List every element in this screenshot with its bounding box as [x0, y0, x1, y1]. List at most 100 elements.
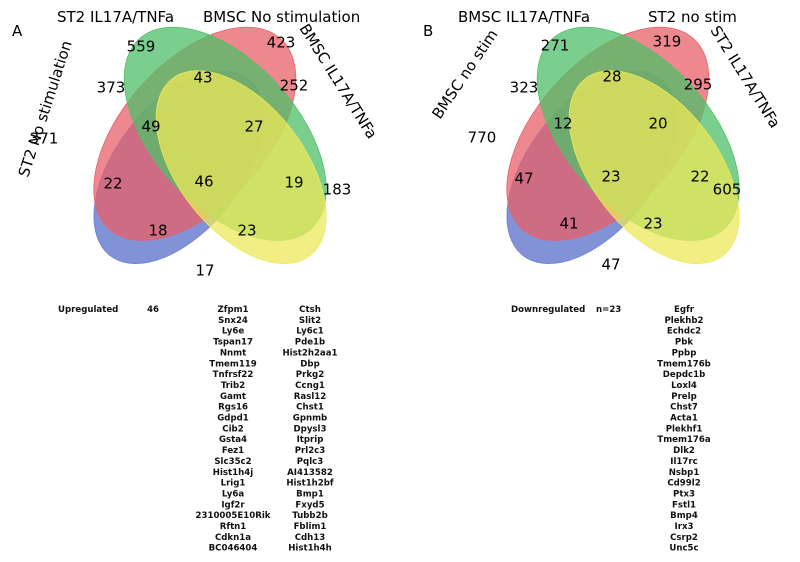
gene-item: Ly6c1 — [296, 327, 324, 337]
gene-item: Loxl4 — [671, 381, 697, 391]
gene-item: Il17rc — [670, 457, 697, 467]
gene-item: Rgs16 — [218, 403, 248, 413]
venn-diagram-b: B BMSC IL17A/TNFa ST2 no stim BMSC no st… — [423, 8, 784, 274]
set-label-bmsc-il17a-b: BMSC IL17A/TNFa — [458, 8, 590, 26]
downregulated-list: Downregulated n=23 EgfrPlekhb2Echdc2PbkP… — [511, 305, 711, 554]
gene-item: Ptx3 — [673, 489, 695, 499]
gene-item: Depdc1b — [663, 370, 706, 380]
count-a-10: 22 — [103, 175, 122, 193]
gene-item: Dlk2 — [673, 446, 695, 456]
downregulated-count: n=23 — [596, 305, 621, 315]
gene-item: Zfpm1 — [217, 305, 248, 315]
set-label-st2-il17a-b: ST2 IL17A/TNFa — [707, 23, 784, 132]
set-label-bmsc-no-stim-a: BMSC No stimulation — [203, 8, 360, 26]
count-b-10: 47 — [514, 170, 533, 188]
gene-item: Pde1b — [295, 338, 325, 348]
gene-item: Snx24 — [218, 316, 248, 326]
count-b-2: 271 — [541, 37, 570, 55]
set-st2-il17a-b — [568, 70, 740, 264]
count-b-12: 22 — [690, 168, 709, 186]
gene-item: Pqlc3 — [297, 457, 323, 467]
gene-item: Bmp1 — [296, 489, 324, 499]
gene-item: Dbp — [300, 359, 319, 369]
gene-item: Hist1h2bf — [286, 479, 334, 489]
count-b-8: 12 — [553, 115, 572, 133]
count-a-13: 18 — [148, 222, 167, 240]
gene-item: Fez1 — [222, 446, 244, 456]
gene-item: Plekhf1 — [666, 424, 703, 434]
count-b-4: 605 — [713, 181, 742, 199]
gene-item: Tubb2b — [292, 511, 327, 521]
gene-item: Slit2 — [299, 316, 321, 326]
downregulated-label: Downregulated — [511, 305, 585, 315]
count-b-13: 41 — [559, 215, 578, 233]
gene-item: Bmp4 — [670, 511, 698, 521]
count-b-7: 295 — [684, 76, 713, 94]
gene-item: Pbk — [675, 338, 693, 348]
gene-item: Igf2r — [221, 500, 245, 510]
upregulated-count: 46 — [147, 305, 159, 315]
gene-item: Plekhb2 — [664, 316, 703, 326]
gene-item: Fblim1 — [294, 522, 327, 532]
count-a-14: 23 — [237, 222, 256, 240]
gene-item: Lrig1 — [221, 479, 246, 489]
count-a-2: 559 — [127, 38, 156, 56]
set-label-st2-no-stim-b: ST2 no stim — [648, 8, 737, 26]
region-counts-b: 770 271 319 605 323 28 295 12 20 47 23 2… — [468, 33, 742, 274]
gene-item: Gdpd1 — [217, 414, 249, 424]
gene-item: Rasl12 — [294, 392, 326, 402]
gene-item: Gsta4 — [219, 435, 247, 445]
region-counts-a: 371 559 423 183 373 43 252 49 27 22 46 1… — [30, 34, 352, 280]
panel-a-letter: A — [12, 22, 23, 40]
set-label-bmsc-il17a-a: BMSC IL17A/TNFa — [296, 21, 381, 142]
count-a-1: 371 — [30, 130, 59, 148]
set-ellipses-a — [93, 26, 327, 264]
venn-diagram-a: A ST2 IL17A/TNFa BMSC No stimulation ST2… — [12, 8, 381, 280]
set-ellipses-b — [506, 26, 740, 264]
gene-item: Tnfrsf22 — [213, 370, 254, 380]
upregulated-list: Upregulated 46 Zfpm1Snx24Ly6eTspan17Nnmt… — [58, 305, 338, 554]
count-b-6: 28 — [602, 68, 621, 86]
gene-item: Tmem119 — [209, 359, 257, 369]
set-label-bmsc-no-stim-b: BMSC no stim — [428, 26, 501, 122]
gene-item: Cd99l2 — [667, 479, 700, 489]
count-b-14: 23 — [643, 215, 662, 233]
gene-item: Hist2h2aa1 — [282, 348, 337, 358]
gene-item: Chst1 — [296, 403, 324, 413]
gene-item: Dpysl3 — [294, 424, 327, 434]
gene-item: Fstl1 — [672, 500, 696, 510]
count-a-5: 373 — [97, 79, 126, 97]
count-b-3: 319 — [653, 33, 682, 51]
gene-item: Gamt — [220, 392, 246, 402]
gene-item: Ctsh — [299, 305, 321, 315]
gene-item: Gpnmb — [293, 414, 327, 424]
upregulated-label: Upregulated — [58, 305, 118, 315]
count-a-9: 27 — [244, 118, 263, 136]
gene-item: Chst7 — [670, 403, 698, 413]
gene-item: Cib2 — [222, 424, 243, 434]
gene-item: Egfr — [674, 305, 695, 315]
count-b-1: 770 — [468, 129, 497, 147]
gene-item: Hist1h4h — [288, 544, 332, 554]
gene-item: Ly6a — [222, 489, 244, 499]
gene-item: 2310005E10Rik — [196, 511, 271, 521]
count-b-5: 323 — [510, 79, 539, 97]
gene-item: Tmem176a — [657, 435, 711, 445]
gene-column-a1: Zfpm1Snx24Ly6eTspan17NnmtTmem119Tnfrsf22… — [196, 305, 271, 554]
count-a-15: 17 — [195, 262, 214, 280]
count-b-15: 47 — [601, 256, 620, 274]
gene-item: Tmem176b — [657, 359, 711, 369]
gene-item: Slc35c2 — [214, 457, 251, 467]
gene-item: Nsbp1 — [669, 468, 700, 478]
gene-item: Acta1 — [670, 414, 698, 424]
gene-column-a2: CtshSlit2Ly6c1Pde1bHist2h2aa1DbpPrkg2Ccn… — [282, 305, 337, 554]
count-a-11: 46 — [194, 173, 213, 191]
gene-item: Irx3 — [675, 522, 694, 532]
count-a-6: 43 — [193, 69, 212, 87]
count-a-8: 49 — [141, 118, 160, 136]
gene-item: Rftn1 — [220, 522, 247, 532]
gene-item: AI413582 — [287, 468, 333, 478]
gene-item: Prelp — [671, 392, 696, 402]
gene-item: Itprip — [297, 435, 324, 445]
